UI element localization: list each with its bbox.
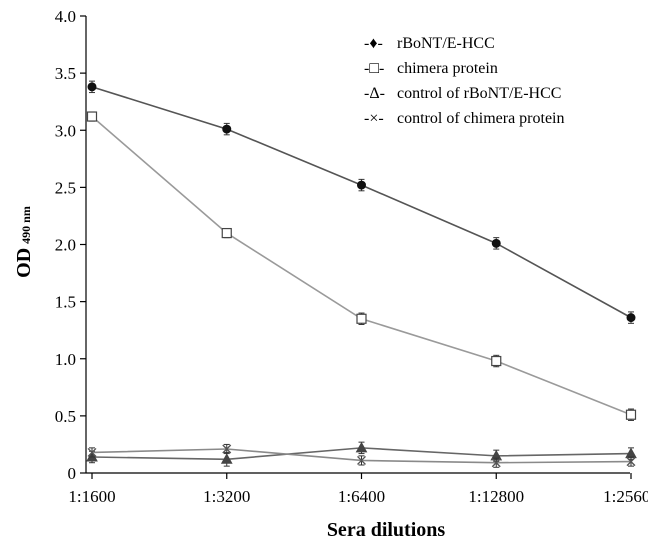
legend-item: -Δ-control of rBoNT/E-HCC [364,85,561,102]
y-axis-title: OD 490 nm [13,206,35,278]
data-point-diamond-filled [626,313,636,323]
legend-symbol: -♦- [364,35,383,52]
data-point-diamond-filled [491,238,501,248]
x-tick-label: 1:12800 [468,487,524,506]
y-axis-title-sub: 490 nm [19,206,33,244]
y-tick-label: 1.0 [55,350,76,369]
y-tick-label: 3.0 [55,121,76,140]
data-point-x [87,447,97,457]
y-tick-label: 4.0 [55,7,76,26]
y-tick-label: 0 [68,464,77,483]
legend-label: control of rBoNT/E-HCC [397,85,561,102]
legend-label: rBoNT/E-HCC [397,35,495,52]
legend-label: chimera protein [397,60,498,77]
x-tick-label: 1:6400 [338,487,385,506]
y-tick-label: 2.5 [55,178,76,197]
data-point-square-open [86,111,98,122]
series-4 [87,443,636,468]
x-tick-label: 1:3200 [203,487,250,506]
series-line [91,115,632,416]
y-tick-label: 0.5 [55,407,76,426]
series-group [86,80,637,468]
y-tick-label: 2.0 [55,236,76,255]
x-tick-label: 1:25600 [603,487,648,506]
data-point-square-open [221,227,232,239]
data-point-square-open [356,313,367,324]
series-2 [86,111,637,421]
series-1 [87,80,636,324]
y-axis-title-main: OD [13,248,35,278]
x-axis-title: Sera dilutions [327,519,446,541]
data-point-diamond-filled [357,180,366,190]
data-point-x [626,457,636,467]
legend-item: -♦- rBoNT/E-HCC [364,35,495,52]
y-tick-label: 1.5 [55,293,76,312]
data-point-diamond-filled [87,82,97,92]
data-point-square-open [491,355,502,367]
data-point-diamond-filled [222,124,232,134]
y-ticks: 0 0.5 1.0 1.5 2.0 2.5 3.0 3.5 4.0 [55,7,86,483]
legend-symbol: -□- [364,60,384,77]
data-point-x [491,458,501,468]
legend-label: control of chimera protein [397,110,565,127]
legend-symbol: -Δ- [364,85,385,102]
data-point-x [357,455,366,465]
legend-item: -×- control of chimera protein [364,110,565,127]
data-point-x [222,444,232,454]
data-point-triangle-filled [220,453,233,464]
y-tick-label: 3.5 [55,64,76,83]
legend-item: -□- chimera protein [364,60,498,77]
legend: -♦- rBoNT/E-HCC -□- chimera protein -Δ-contr… [364,35,565,127]
x-tick-label: 1:1600 [68,487,115,506]
x-ticks: 1:1600 1:3200 1:6400 1:12800 1:25600 [68,473,648,506]
data-point-square-open [625,409,637,420]
legend-symbol: -×- [364,110,384,127]
data-point-triangle-filled [355,441,368,453]
